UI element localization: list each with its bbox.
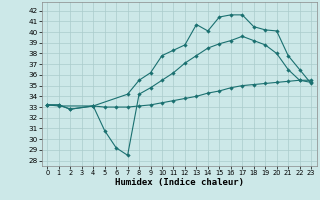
X-axis label: Humidex (Indice chaleur): Humidex (Indice chaleur)	[115, 178, 244, 187]
